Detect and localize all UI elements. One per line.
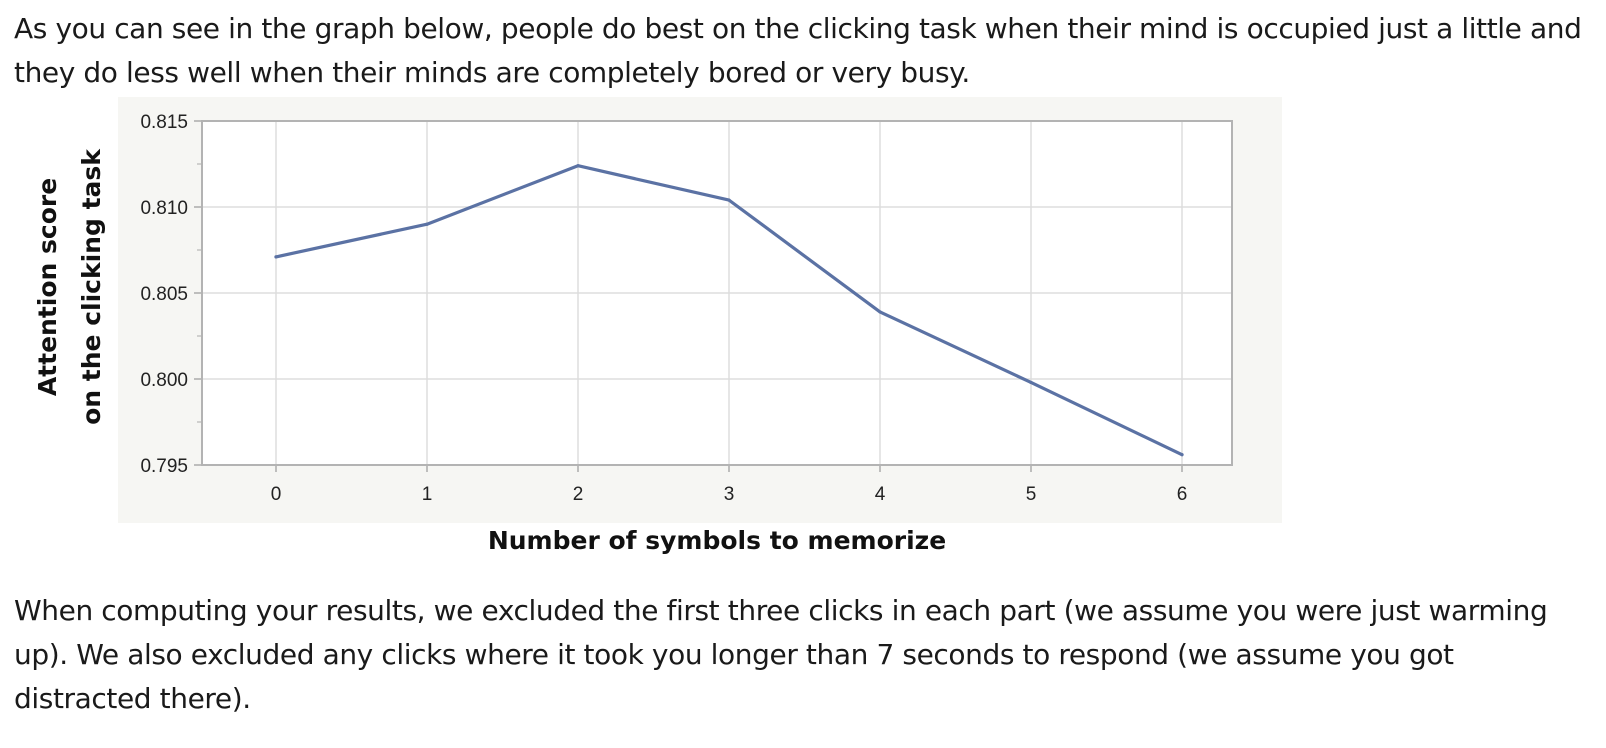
data-point [576, 164, 580, 168]
intro-paragraph: As you can see in the graph below, peopl… [14, 12, 1582, 89]
x-tick-label: 2 [573, 484, 584, 505]
x-tick-label: 1 [422, 484, 433, 505]
x-tick-label: 5 [1026, 484, 1037, 505]
y-axis-title-line: on the clicking task [77, 148, 106, 425]
data-point [425, 222, 429, 226]
data-point [727, 198, 731, 202]
y-tick-label: 0.805 [140, 284, 188, 305]
plot-frame [201, 120, 1233, 466]
x-tick-label: 0 [271, 484, 282, 505]
y-tick-label: 0.795 [140, 456, 188, 477]
line-chart: 0.795 0.800 0.805 0.810 0.815 0 1 2 3 4 5 6 Number o… [33, 97, 1282, 555]
data-point [274, 255, 278, 259]
data-point [878, 310, 882, 314]
y-axis-title: Attention score on the clicking task [33, 148, 106, 425]
y-tick-label: 0.815 [140, 112, 188, 133]
chart-svg: 0.795 0.800 0.805 0.810 0.815 0 1 2 3 4 5 6 Number o… [33, 112, 1233, 555]
x-tick-label: 3 [724, 484, 735, 505]
data-point [1029, 380, 1033, 385]
outro-paragraph: When computing your results, we excluded… [14, 594, 1548, 715]
y-axis-title-line: Attention score [33, 178, 62, 396]
data-point [1180, 453, 1184, 457]
x-axis-title: Number of symbols to memorize [488, 526, 946, 555]
y-tick-label: 0.800 [140, 370, 188, 391]
y-tick-label: 0.810 [140, 198, 188, 219]
x-tick-label: 6 [1177, 484, 1188, 505]
x-tick-label: 4 [875, 484, 886, 505]
